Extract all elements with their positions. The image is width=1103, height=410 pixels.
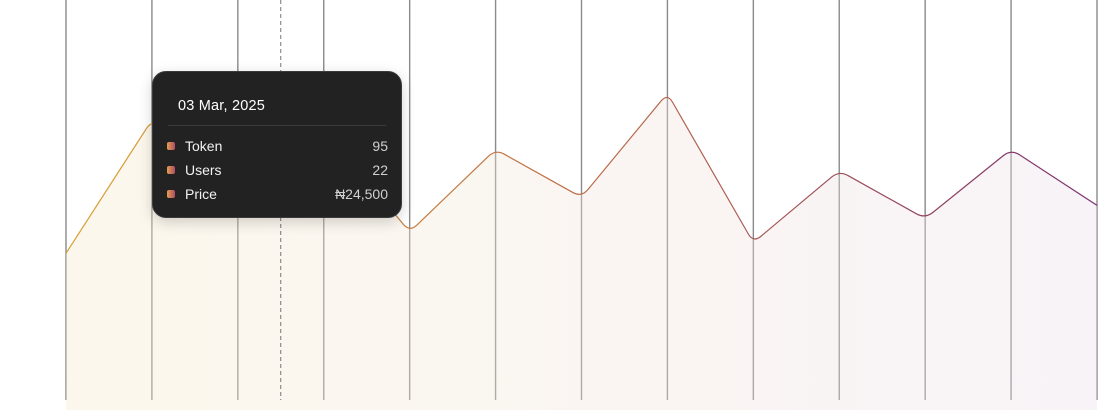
tooltip-row-value: 22 bbox=[372, 162, 388, 178]
data-tooltip: 03 Mar, 2025 Token 95 Users 22 Price ₦24… bbox=[152, 71, 402, 218]
tooltip-row-token: Token 95 bbox=[167, 138, 388, 156]
tooltip-row-price: Price ₦24,500 bbox=[167, 186, 388, 204]
tooltip-row-label: Price bbox=[185, 186, 217, 202]
token-color-swatch-icon bbox=[167, 142, 175, 150]
tooltip-date: 03 Mar, 2025 bbox=[178, 98, 266, 114]
price-color-swatch-icon bbox=[167, 190, 175, 198]
tooltip-row-value: 95 bbox=[372, 138, 388, 154]
users-color-swatch-icon bbox=[167, 166, 175, 174]
tooltip-row-label: Token bbox=[185, 138, 223, 154]
tooltip-row-users: Users 22 bbox=[167, 162, 388, 180]
tooltip-row-value: ₦24,500 bbox=[335, 186, 388, 202]
tooltip-row-label: Users bbox=[185, 162, 222, 178]
tooltip-divider bbox=[168, 125, 386, 126]
